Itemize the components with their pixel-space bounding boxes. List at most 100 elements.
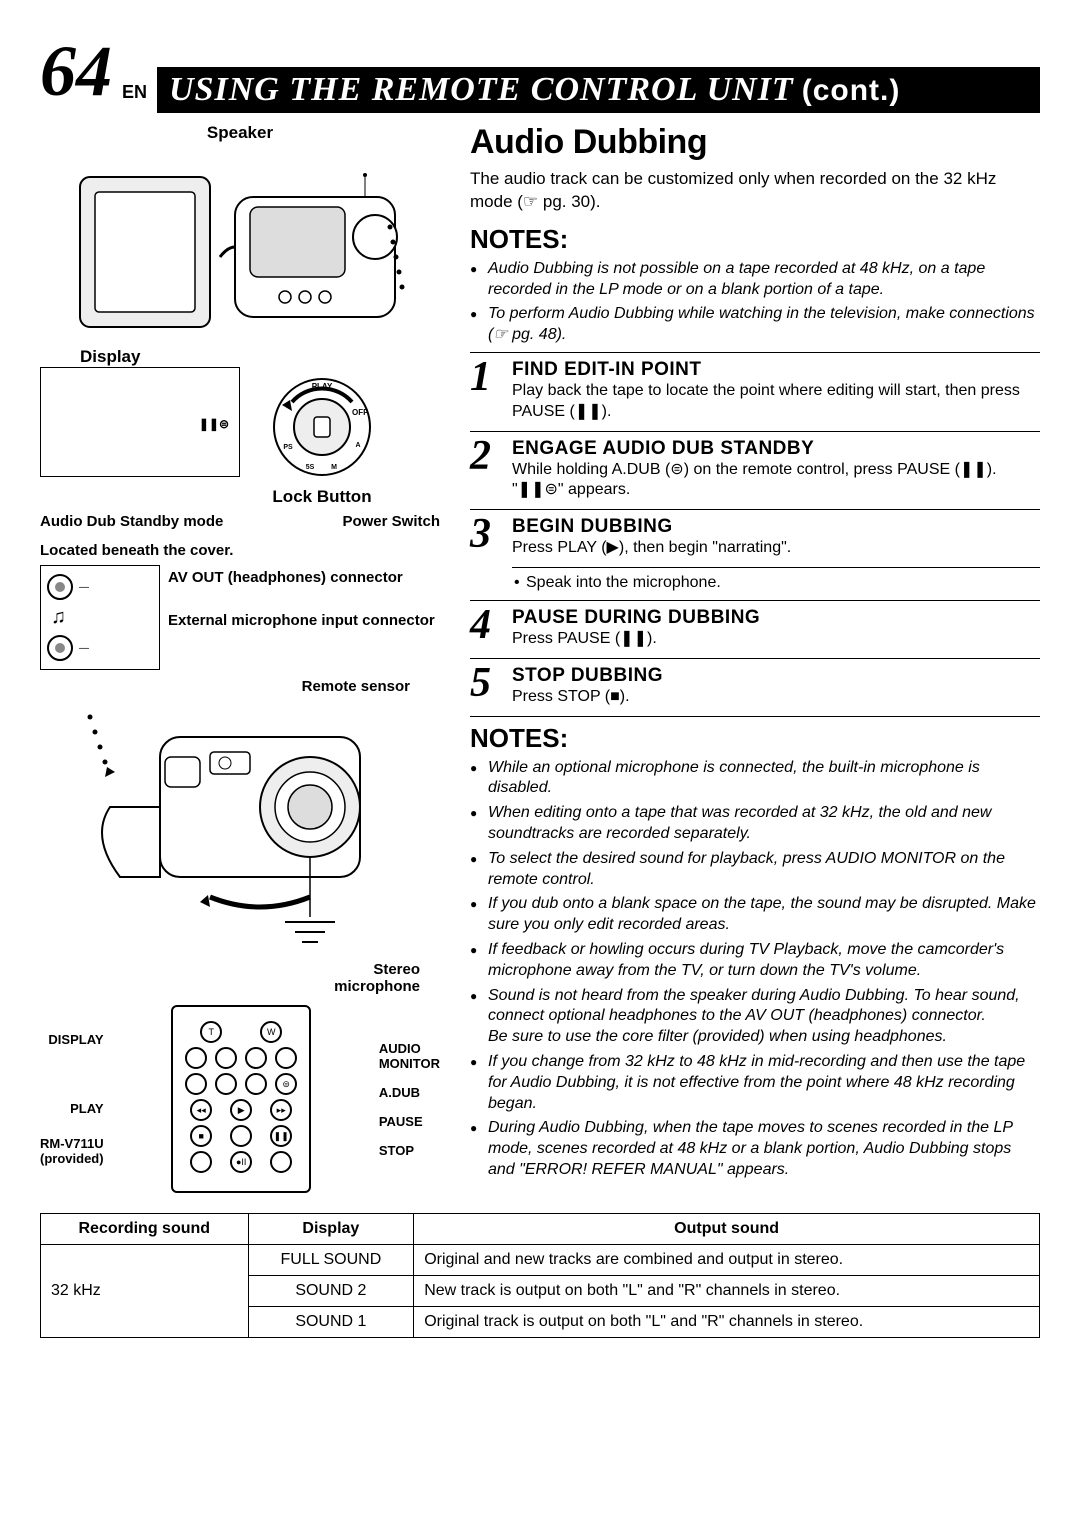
remote-btn[interactable] — [185, 1073, 207, 1095]
note-item: During Audio Dubbing, when the tape move… — [470, 1118, 1040, 1180]
left-column: Speaker — [40, 123, 440, 1193]
sound-output-table: Recording sound Display Output sound 32 … — [40, 1213, 1040, 1338]
notes-heading-1: NOTES: — [470, 224, 1040, 255]
remote-ff-button[interactable]: ▸▸ — [270, 1099, 292, 1121]
svg-text:OFF: OFF — [352, 408, 368, 417]
remote-adub-button[interactable]: ⊜ — [275, 1073, 297, 1095]
remote-pause-label: PAUSE — [379, 1114, 440, 1129]
step-sub: Speak into the microphone. — [512, 567, 1040, 592]
note-item: If you change from 32 kHz to 48 kHz in m… — [470, 1052, 1040, 1114]
step-title: STOP DUBBING — [512, 665, 1040, 687]
note-item: Audio Dubbing is not possible on a tape … — [470, 259, 1040, 301]
notes-list-1: Audio Dubbing is not possible on a tape … — [470, 259, 1040, 346]
table-header: Recording sound — [41, 1214, 249, 1245]
page-header: 64 EN USING THE REMOTE CONTROL UNIT (con… — [40, 30, 1040, 113]
svg-text:5S: 5S — [306, 464, 315, 471]
step-number: 2 — [470, 438, 504, 502]
note-item: To select the desired sound for playback… — [470, 849, 1040, 891]
audio-dub-standby-label: Audio Dub Standby mode — [40, 513, 223, 530]
stereo-mic-label: Stereo microphone — [40, 961, 420, 995]
title-cont: (cont.) — [802, 74, 901, 108]
intro-text: The audio track can be customized only w… — [470, 168, 1040, 214]
table-cell: Original track is output on both "L" and… — [414, 1307, 1040, 1338]
svg-text:PS: PS — [283, 444, 293, 451]
speaker-label: Speaker — [40, 123, 440, 143]
remote-play-label: PLAY — [40, 1101, 104, 1116]
step-number: 3 — [470, 516, 504, 592]
remote-pause-button[interactable]: ❚❚ — [270, 1125, 292, 1147]
step-title: PAUSE DURING DUBBING — [512, 607, 1040, 629]
remote-btn[interactable] — [215, 1047, 237, 1069]
remote-adub-label: A.DUB — [379, 1085, 440, 1100]
display-label: Display — [80, 347, 440, 367]
remote-btn[interactable] — [245, 1047, 267, 1069]
remote-btn[interactable] — [185, 1047, 207, 1069]
remote-btn[interactable] — [190, 1151, 212, 1173]
connectors-box: — ♫ — — [40, 565, 160, 670]
step-4: 4 PAUSE DURING DUBBING Press PAUSE (❚❚). — [470, 600, 1040, 658]
remote-w-button[interactable]: W — [260, 1021, 282, 1043]
table-header: Output sound — [414, 1214, 1040, 1245]
camera-diagram — [70, 147, 410, 347]
remote-control-diagram: T W ⊜ ◂◂ ▶ ▸▸ — [171, 1005, 311, 1193]
step-5: 5 STOP DUBBING Press STOP (■). — [470, 658, 1040, 717]
table-header: Display — [248, 1214, 414, 1245]
svg-text:M: M — [331, 464, 337, 471]
svg-text:PLAY: PLAY — [312, 382, 333, 391]
remote-btn[interactable]: ■ — [190, 1125, 212, 1147]
step-2: 2 ENGAGE AUDIO DUB STANDBY While holding… — [470, 431, 1040, 510]
remote-btn[interactable] — [270, 1151, 292, 1173]
table-cell: 32 kHz — [41, 1245, 249, 1338]
page-number: 64 — [40, 30, 112, 113]
display-standby-icon: ❚❚⊜ — [199, 417, 229, 431]
remote-stop-button[interactable]: ●II — [230, 1151, 252, 1173]
svg-text:A: A — [355, 442, 360, 449]
note-item: Sound is not heard from the speaker duri… — [470, 986, 1040, 1048]
language-code: EN — [122, 82, 147, 103]
step-text: Press PAUSE (❚❚). — [512, 629, 1040, 650]
remote-btn[interactable] — [245, 1073, 267, 1095]
step-1: 1 FIND EDIT-IN POINT Play back the tape … — [470, 352, 1040, 431]
step-number: 5 — [470, 665, 504, 708]
note-item: If you dub onto a blank space on the tap… — [470, 894, 1040, 936]
step-title: BEGIN DUBBING — [512, 516, 1040, 538]
step-3: 3 BEGIN DUBBING Press PLAY (▶), then beg… — [470, 509, 1040, 600]
power-dial-diagram: PLAY OFF A M 5S PS — [252, 367, 392, 487]
remote-t-button[interactable]: T — [200, 1021, 222, 1043]
step-text: While holding A.DUB (⊜) on the remote co… — [512, 460, 1040, 502]
remote-model: RM-V711U (provided) — [40, 1136, 104, 1166]
note-item: If feedback or howling occurs during TV … — [470, 940, 1040, 982]
right-column: Audio Dubbing The audio track can be cus… — [470, 123, 1040, 1193]
remote-btn[interactable] — [230, 1125, 252, 1147]
remote-stop-label: STOP — [379, 1143, 440, 1158]
step-number: 4 — [470, 607, 504, 650]
step-text: Press PLAY (▶), then begin "narrating". — [512, 538, 1040, 559]
headphone-icon: ♫ — [51, 606, 153, 629]
lock-button-label: Lock Button — [252, 487, 392, 507]
table-cell: SOUND 1 — [248, 1307, 414, 1338]
power-switch-label: Power Switch — [342, 513, 440, 530]
section-title: Audio Dubbing — [470, 123, 1040, 162]
notes-heading-2: NOTES: — [470, 723, 1040, 754]
display-box: ❚❚⊜ — [40, 367, 240, 477]
remote-display-label: DISPLAY — [40, 1032, 104, 1047]
page-title: USING THE REMOTE CONTROL UNIT — [169, 71, 794, 109]
remote-btn[interactable] — [275, 1047, 297, 1069]
ext-mic-label: External microphone input connector — [168, 612, 435, 629]
step-title: ENGAGE AUDIO DUB STANDBY — [512, 438, 1040, 460]
table-cell: FULL SOUND — [248, 1245, 414, 1276]
remote-audio-monitor-label: AUDIO MONITOR — [379, 1041, 440, 1071]
remote-btn[interactable] — [215, 1073, 237, 1095]
note-item: To perform Audio Dubbing while watching … — [470, 304, 1040, 346]
av-out-jack-icon — [47, 574, 73, 600]
step-number: 1 — [470, 359, 504, 423]
step-text: Press STOP (■). — [512, 687, 1040, 708]
mic-jack-icon — [47, 635, 73, 661]
remote-sensor-label: Remote sensor — [40, 678, 410, 695]
av-out-label: AV OUT (headphones) connector — [168, 569, 403, 586]
table-cell: New track is output on both "L" and "R" … — [414, 1276, 1040, 1307]
remote-rew-button[interactable]: ◂◂ — [190, 1099, 212, 1121]
camera-front-diagram — [70, 697, 410, 957]
title-bar: USING THE REMOTE CONTROL UNIT (cont.) — [157, 67, 1040, 113]
remote-play-button[interactable]: ▶ — [230, 1099, 252, 1121]
